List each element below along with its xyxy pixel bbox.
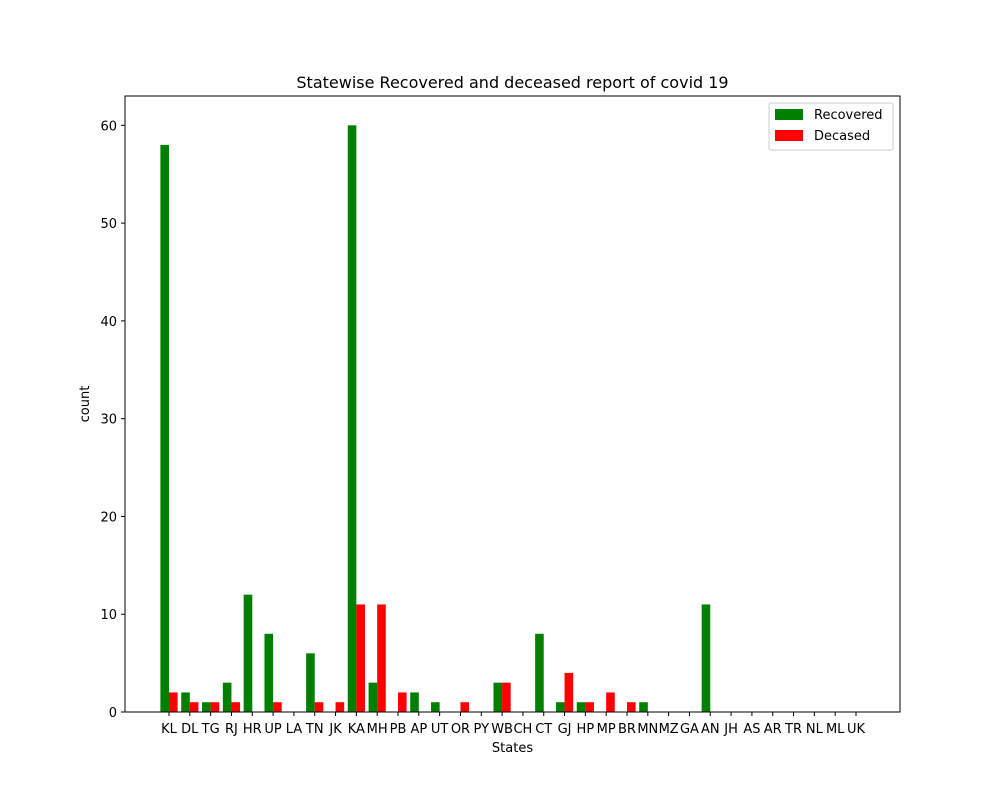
x-tick-label: AS (743, 722, 760, 737)
bar-decased-jk (335, 702, 345, 712)
x-tick-label: LA (286, 722, 303, 737)
x-tick-label: DL (181, 722, 199, 737)
bar-recovered-ut (431, 702, 440, 712)
chart-title: Statewise Recovered and deceased report … (296, 73, 728, 92)
plot-frame (124, 95, 901, 713)
x-tick-label: MZ (659, 722, 679, 737)
x-tick-label: HP (577, 722, 595, 737)
bar-decased-mh (377, 604, 386, 712)
bar-recovered-tn (306, 653, 315, 712)
x-tick-label: JK (328, 722, 342, 737)
y-tick-label: 0 (109, 706, 117, 721)
bar-recovered-ct (535, 633, 544, 712)
bar-decased-dl (189, 702, 199, 712)
bar-recovered-gj (555, 702, 565, 712)
bar-recovered-dl (181, 692, 190, 712)
bar-decased-tn (314, 702, 324, 712)
bar-recovered-hp (576, 702, 586, 712)
x-tick-label: CT (535, 722, 552, 737)
x-tick-label: OR (451, 722, 470, 737)
bar-recovered-rj (222, 682, 232, 712)
x-tick-label: UK (847, 722, 866, 737)
bar-decased-hp (585, 702, 594, 712)
x-tick-label: TR (784, 722, 802, 737)
x-tick-label: CH (513, 722, 532, 737)
x-tick-label: TN (305, 722, 324, 737)
bars-layer (160, 125, 711, 712)
bar-decased-up (273, 702, 282, 712)
y-ticks: 0 10 20 30 40 50 60 (100, 119, 125, 721)
x-tick-label: HR (243, 722, 262, 737)
y-tick-label: 10 (100, 608, 117, 623)
legend: Recovered Decased (768, 102, 894, 151)
bar-recovered-up (264, 633, 274, 712)
x-tick-label: UP (264, 722, 282, 737)
bar-decased-kl (169, 692, 178, 712)
x-tick-label: BR (618, 722, 636, 737)
x-tick-label: RJ (225, 722, 238, 737)
bar-recovered-kl (160, 144, 169, 712)
bar-decased-mp (606, 692, 615, 712)
x-tick-label: WB (491, 722, 513, 737)
x-tick-label: PB (390, 722, 407, 737)
y-axis-label: count (78, 386, 93, 423)
bar-recovered-tg (202, 702, 211, 712)
bar-decased-wb (502, 682, 511, 712)
bar-decased-rj (231, 702, 241, 712)
x-tick-label: GJ (558, 722, 572, 737)
x-tick-label: MN (637, 722, 658, 737)
bar-decased-or (460, 702, 470, 712)
x-tick-label: ML (826, 722, 845, 737)
axes-layer (124, 95, 901, 713)
legend-label-decased: Decased (814, 129, 870, 144)
bar-recovered-an (701, 604, 711, 712)
legend-label-recovered: Recovered (814, 108, 883, 123)
legend-swatch-decased (775, 130, 803, 141)
bar-recovered-mh (368, 682, 378, 712)
y-tick-label: 30 (100, 413, 117, 428)
bar-recovered-ka (347, 125, 357, 712)
y-tick-label: 20 (100, 510, 117, 525)
x-tick-label: AP (410, 722, 427, 737)
x-tick-label: MP (597, 722, 616, 737)
bar-recovered-hr (243, 594, 253, 712)
x-ticks: KL DL TG RJ HR UP LA TN JK KA MH PB AP UT OR PY WB CH CT GJ… (161, 712, 865, 737)
x-tick-label: TG (201, 722, 220, 737)
y-tick-label: 60 (100, 119, 117, 134)
bar-recovered-mn (639, 702, 648, 712)
bar-decased-br (627, 702, 636, 712)
y-tick-label: 40 (100, 315, 117, 330)
x-tick-label: AR (764, 722, 782, 737)
x-tick-label: NL (806, 722, 824, 737)
x-tick-label: JH (723, 722, 738, 737)
bar-recovered-ap (410, 692, 419, 712)
x-axis-label: States (492, 741, 533, 756)
bar-recovered-wb (493, 682, 503, 712)
x-tick-label: GA (680, 722, 699, 737)
x-tick-label: PY (474, 722, 490, 737)
x-tick-label: UT (431, 722, 449, 737)
y-tick-label: 50 (100, 217, 117, 232)
bar-decased-pb (398, 692, 407, 712)
x-tick-label: KA (348, 722, 365, 737)
x-tick-label: AN (701, 722, 720, 737)
x-tick-label: KL (161, 722, 178, 737)
bar-decased-gj (564, 672, 574, 712)
bar-decased-tg (210, 702, 220, 712)
x-tick-label: MH (367, 722, 388, 737)
legend-swatch-recovered (775, 109, 803, 120)
bar-decased-ka (356, 604, 365, 712)
